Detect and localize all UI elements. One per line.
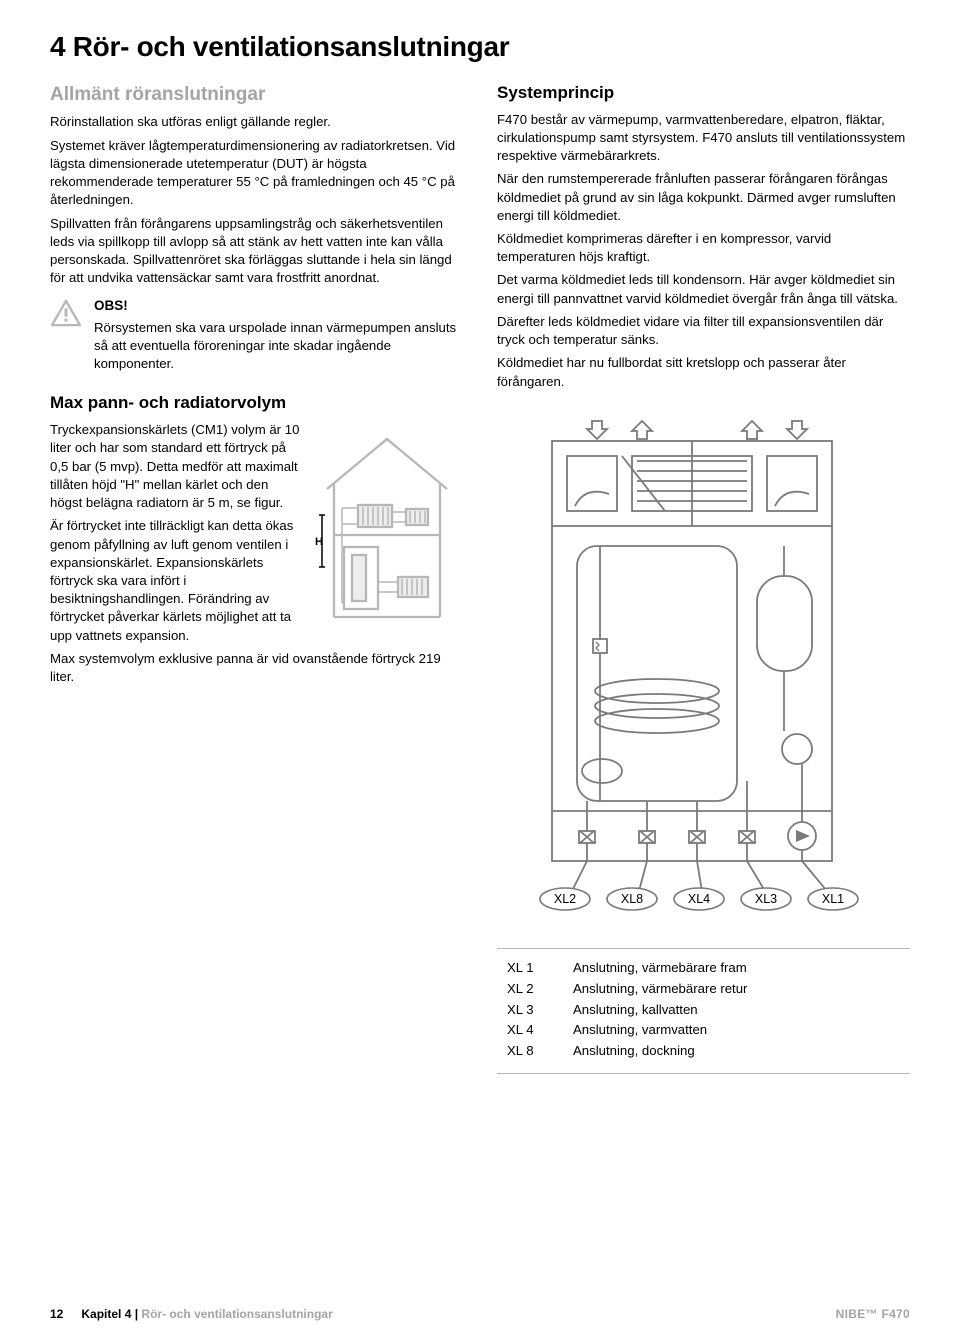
paragraph: Spillvatten från förångarens uppsamlings…	[50, 215, 462, 288]
warning-text: Rörsystemen ska vara urspolade innan vär…	[94, 319, 462, 374]
paragraph: F470 består av värmepump, varmvattenbere…	[497, 111, 910, 166]
section-heading-maxvolume: Max pann- och radiatorvolym	[50, 392, 462, 415]
paragraph: Tryckexpansionskärlets (CM1) volym är 10…	[50, 421, 302, 512]
diagram-label: XL1	[822, 892, 844, 906]
diagram-label: XL3	[755, 892, 777, 906]
connections-table: XL 1 Anslutning, värmebärare fram XL 2 A…	[497, 948, 910, 1074]
paragraph: Köldmediet har nu fullbordat sitt kretsl…	[497, 354, 910, 390]
right-column: Systemprincip F470 består av värmepump, …	[497, 82, 910, 1074]
paragraph: Rörinstallation ska utföras enligt gälla…	[50, 113, 462, 131]
conn-code: XL 4	[507, 1021, 547, 1039]
conn-desc: Anslutning, kallvatten	[573, 1001, 698, 1019]
page-number: 12	[50, 1306, 63, 1322]
warning-callout: OBS! Rörsystemen ska vara urspolade inna…	[50, 297, 462, 378]
conn-code: XL 1	[507, 959, 547, 977]
left-column: Allmänt röranslutningar Rörinstallation …	[50, 82, 462, 1074]
diagram-label: XL4	[688, 892, 710, 906]
house-h-label: H	[315, 536, 323, 548]
paragraph: Systemet kräver lågtemperaturdimensioner…	[50, 137, 462, 210]
table-row: XL 1 Anslutning, värmebärare fram	[507, 959, 906, 977]
page-title: 4 Rör- och ventilationsanslutningar	[50, 28, 910, 66]
conn-code: XL 3	[507, 1001, 547, 1019]
system-diagram: XL2 XL8 XL4 XL3 XL1	[497, 401, 910, 926]
conn-desc: Anslutning, varmvatten	[573, 1021, 707, 1039]
section-heading-general: Allmänt röranslutningar	[50, 82, 462, 108]
house-diagram: H	[312, 427, 462, 632]
conn-desc: Anslutning, värmebärare retur	[573, 980, 747, 998]
paragraph: Är förtrycket inte tillräckligt kan dett…	[50, 517, 302, 645]
table-row: XL 3 Anslutning, kallvatten	[507, 1001, 906, 1019]
warning-icon	[50, 297, 84, 378]
footer-model: NIBE™ F470	[836, 1306, 910, 1322]
table-row: XL 2 Anslutning, värmebärare retur	[507, 980, 906, 998]
table-row: XL 8 Anslutning, dockning	[507, 1042, 906, 1060]
table-row: XL 4 Anslutning, varmvatten	[507, 1021, 906, 1039]
conn-desc: Anslutning, värmebärare fram	[573, 959, 747, 977]
page-footer: 12 Kapitel 4 | Rör- och ventilationsansl…	[50, 1306, 910, 1322]
diagram-label: XL2	[554, 892, 576, 906]
section-heading-system: Systemprincip	[497, 82, 910, 105]
conn-code: XL 8	[507, 1042, 547, 1060]
diagram-label: XL8	[621, 892, 643, 906]
footer-chapter: Kapitel 4 | Rör- och ventilationsanslutn…	[81, 1306, 332, 1322]
paragraph: Därefter leds köldmediet vidare via filt…	[497, 313, 910, 349]
two-column-layout: Allmänt röranslutningar Rörinstallation …	[50, 82, 910, 1074]
conn-desc: Anslutning, dockning	[573, 1042, 695, 1060]
conn-code: XL 2	[507, 980, 547, 998]
paragraph: Det varma köldmediet leds till kondensor…	[497, 271, 910, 307]
paragraph: Köldmediet komprimeras därefter i en kom…	[497, 230, 910, 266]
warning-title: OBS!	[94, 297, 462, 315]
paragraph: Max systemvolym exklusive panna är vid o…	[50, 650, 462, 686]
paragraph: När den rumstempererade frånluften passe…	[497, 170, 910, 225]
